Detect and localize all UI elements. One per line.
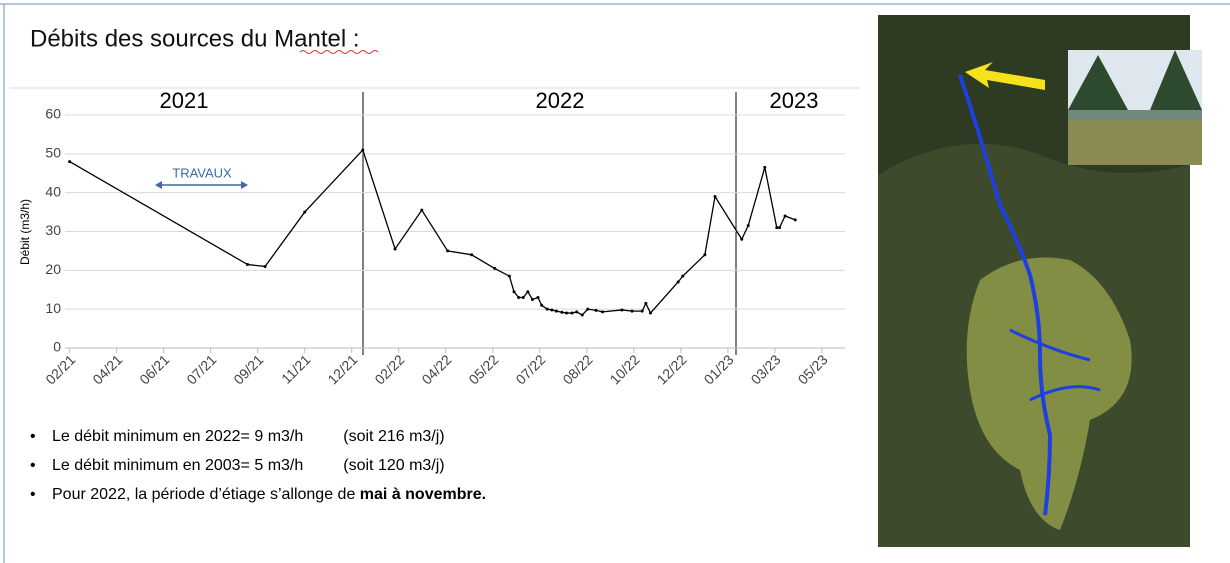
data-point	[546, 308, 549, 311]
annotation-arrow	[155, 181, 248, 189]
data-point	[681, 275, 684, 278]
year-label: 2022	[536, 88, 585, 113]
x-tick-label: 05/22	[465, 351, 501, 387]
x-tick-label: 12/22	[654, 351, 690, 387]
data-point	[714, 195, 717, 198]
data-point	[794, 218, 797, 221]
data-point	[550, 308, 553, 311]
data-point	[586, 308, 589, 311]
chart: Débits des sources du Mantel : 2021 2022…	[0, 0, 1230, 563]
bullet-note: (soit 216 m3/j)	[343, 428, 444, 445]
year-label: 2023	[770, 88, 819, 113]
bullet-text: Le débit minimum en 2022= 9 m3/h	[52, 428, 303, 445]
data-point	[470, 253, 473, 256]
bullet: •Le débit minimum en 2003= 5 m3/h(soit 1…	[30, 457, 445, 475]
data-point	[526, 290, 529, 293]
data-point	[631, 310, 634, 313]
x-tick-label: 07/21	[183, 351, 219, 387]
year-label: 2021	[160, 88, 209, 113]
y-tick-label: 0	[53, 339, 61, 355]
data-point	[517, 296, 520, 299]
data-point	[565, 312, 568, 315]
data-point	[303, 211, 306, 214]
data-point	[264, 265, 267, 268]
data-point	[508, 275, 511, 278]
data-point	[493, 267, 496, 270]
x-tick-label: 06/21	[136, 351, 172, 387]
data-point	[778, 226, 781, 229]
x-tick-label: 02/21	[42, 351, 78, 387]
data-point	[775, 226, 778, 229]
slide-title: Débits des sources du Mantel :	[30, 25, 360, 52]
data-point	[361, 148, 364, 151]
data-point	[575, 310, 578, 313]
data-point	[747, 224, 750, 227]
x-tick-label: 08/22	[559, 351, 595, 387]
data-point	[595, 309, 598, 312]
y-tick-label: 40	[45, 183, 61, 199]
x-tick-label: 01/23	[701, 351, 737, 387]
data-point	[571, 312, 574, 315]
y-tick-label: 20	[45, 261, 61, 277]
data-point	[703, 253, 706, 256]
data-point	[644, 302, 647, 305]
y-tick-label: 60	[45, 106, 61, 122]
data-point	[784, 214, 787, 217]
data-point	[581, 313, 584, 316]
data-point	[536, 296, 539, 299]
data-point	[601, 310, 604, 313]
data-point	[522, 296, 525, 299]
slide: Débits des sources du Mantel : 2021 2022…	[0, 0, 1230, 563]
data-point	[540, 304, 543, 307]
data-point	[763, 166, 766, 169]
y-tick-label: 50	[45, 145, 61, 161]
data-point	[394, 247, 397, 250]
x-tick-label: 04/21	[89, 351, 125, 387]
x-tick-label: 09/21	[230, 351, 266, 387]
x-tick-label: 11/21	[278, 351, 314, 387]
data-point	[513, 290, 516, 293]
data-point	[740, 238, 743, 241]
x-tick-label: 03/23	[748, 351, 784, 387]
data-point	[555, 310, 558, 313]
bullet: •Pour 2022, la période d’étiage s’allong…	[30, 486, 486, 504]
x-tick-label: 12/21	[324, 351, 360, 387]
x-tick-label: 10/22	[607, 351, 643, 387]
bullet: •Le débit minimum en 2022= 9 m3/h(soit 2…	[30, 428, 445, 446]
data-point	[649, 312, 652, 315]
x-tick-label: 04/22	[418, 351, 454, 387]
data-point	[420, 209, 423, 212]
data-point	[677, 280, 680, 283]
annotation: TRAVAUX	[172, 165, 232, 180]
bullet-bold: mai à novembre.	[360, 486, 486, 503]
y-tick-label: 10	[45, 300, 61, 316]
data-point	[68, 160, 71, 163]
map-image	[878, 15, 1202, 547]
data-point	[560, 311, 563, 314]
x-tick-label: 02/22	[371, 351, 407, 387]
x-tick-label: 07/22	[512, 351, 548, 387]
bullet-text: Le débit minimum en 2003= 5 m3/h	[52, 457, 303, 474]
data-point	[620, 308, 623, 311]
bullet-note: (soit 120 m3/j)	[343, 457, 444, 474]
data-point	[531, 298, 534, 301]
data-point	[246, 263, 249, 266]
data-point	[446, 249, 449, 252]
y-tick-label: 30	[45, 222, 61, 238]
x-tick-label: 05/23	[795, 351, 831, 387]
data-point	[641, 310, 644, 313]
bullet-text: Pour 2022, la période d’étiage s’allonge…	[52, 486, 355, 503]
y-axis-label: Débit (m3/h)	[18, 199, 32, 265]
